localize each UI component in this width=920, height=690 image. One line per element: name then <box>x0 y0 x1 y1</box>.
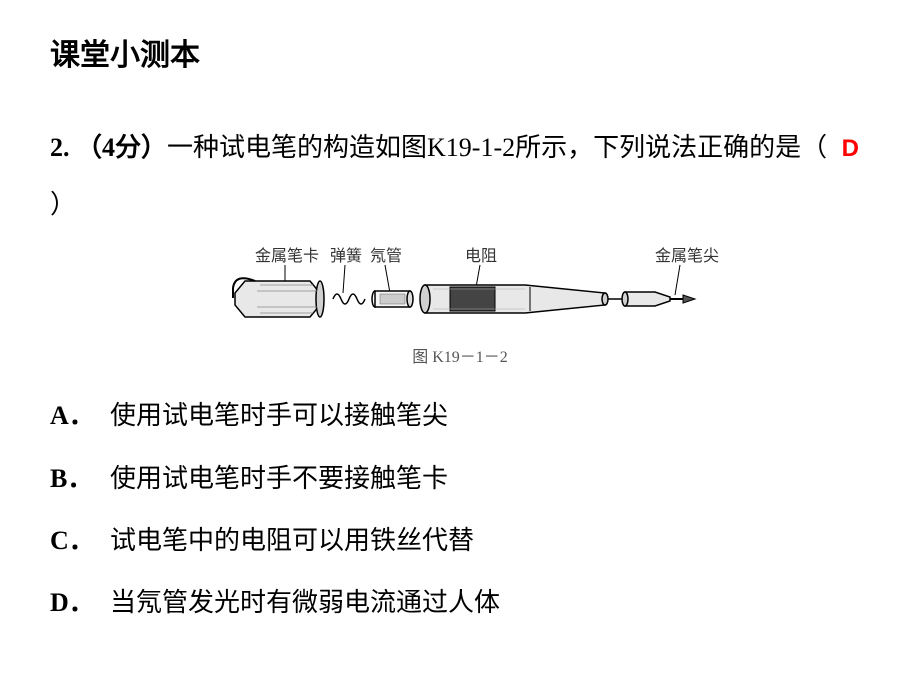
label-resistor: 电阻 <box>465 247 497 265</box>
pen-diagram-svg: 金属笔卡 弹簧 氖管 电阻 金属笔尖 <box>185 243 735 333</box>
question-stem: 2. （4分）一种试电笔的构造如图K19-1-2所示，下列说法正确的是（ D ） <box>50 119 870 233</box>
option-b-text: 使用试电笔时手不要接触笔卡 <box>110 464 448 493</box>
option-b-letter: B． <box>50 450 110 507</box>
option-c-letter: C． <box>50 512 110 569</box>
page-title: 课堂小测本 <box>50 30 870 74</box>
option-a: A．使用试电笔时手可以接触笔尖 <box>50 387 870 444</box>
question-number: 2. <box>50 133 70 162</box>
label-spring: 弹簧 <box>330 246 362 265</box>
question-text-2: ） <box>50 190 76 219</box>
options-list: A．使用试电笔时手可以接触笔尖 B．使用试电笔时手不要接触笔卡 C．试电笔中的电… <box>50 387 870 631</box>
option-a-letter: A． <box>50 387 110 444</box>
label-neon: 氖管 <box>370 247 402 265</box>
label-clip: 金属笔卡 <box>255 247 319 265</box>
option-c-text: 试电笔中的电阻可以用铁丝代替 <box>110 526 474 555</box>
option-d-text: 当氖管发光时有微弱电流通过人体 <box>110 588 500 617</box>
option-a-text: 使用试电笔时手可以接触笔尖 <box>110 401 448 430</box>
answer-letter: D <box>834 135 867 162</box>
question-points: （4分） <box>76 133 167 162</box>
option-d: D．当氖管发光时有微弱电流通过人体 <box>50 574 870 631</box>
pen-figure: 金属笔卡 弹簧 氖管 电阻 金属笔尖 <box>185 243 735 333</box>
option-c: C．试电笔中的电阻可以用铁丝代替 <box>50 512 870 569</box>
question-text-1: 一种试电笔的构造如图K19-1-2所示，下列说法正确的是（ <box>167 133 827 162</box>
figure-caption: 图 K19－1－2 <box>50 343 870 367</box>
option-d-letter: D． <box>50 574 110 631</box>
label-tip: 金属笔尖 <box>655 247 719 265</box>
figure-container: 金属笔卡 弹簧 氖管 电阻 金属笔尖 <box>50 243 870 367</box>
option-b: B．使用试电笔时手不要接触笔卡 <box>50 450 870 507</box>
